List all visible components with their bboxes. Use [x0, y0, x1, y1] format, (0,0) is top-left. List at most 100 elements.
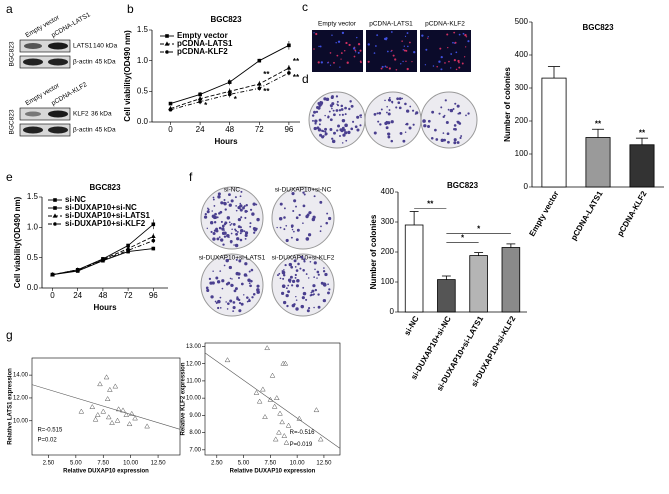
colony: [295, 238, 299, 242]
y-tick-label: 200: [381, 247, 395, 256]
colony: [396, 97, 400, 101]
cell-dot: [354, 49, 357, 52]
legend-label: si-NC: [65, 195, 86, 204]
colony: [311, 289, 315, 293]
colony: [288, 262, 293, 267]
colony: [317, 273, 320, 276]
colony: [386, 105, 388, 108]
colony: [453, 124, 457, 127]
colony: [408, 126, 412, 130]
colony: [356, 128, 360, 132]
colony: [239, 238, 243, 242]
colony: [459, 136, 462, 140]
data-point: [104, 395, 111, 401]
colony: [222, 227, 225, 229]
colony: [278, 216, 283, 221]
cell-dot: [411, 61, 413, 63]
colony: [294, 266, 297, 268]
data-point: [151, 238, 156, 243]
colony: [306, 213, 310, 217]
colony: [293, 230, 295, 233]
colony: [313, 306, 315, 309]
colony: [327, 291, 330, 295]
x-tick-label: 2.50: [43, 461, 55, 467]
colony: [283, 216, 286, 219]
colony: [217, 195, 221, 199]
annotation: **: [595, 119, 602, 128]
bar: [469, 255, 488, 313]
x-tick-label: 96: [149, 291, 158, 300]
cell-dot: [343, 50, 346, 52]
colony: [256, 291, 260, 294]
colony: [435, 138, 439, 141]
colony: [235, 209, 238, 212]
legend-label: si-DUXAP10+si-NC: [65, 203, 137, 212]
colony: [444, 99, 447, 102]
blot-band: [23, 58, 43, 66]
colony: [453, 128, 456, 131]
colony: [341, 113, 344, 116]
colony: [219, 210, 223, 214]
cell-dot: [348, 43, 351, 47]
data-point: [272, 436, 279, 442]
colony: [283, 228, 286, 231]
data-point: [285, 422, 292, 428]
colony: [423, 124, 427, 128]
colony: [329, 104, 332, 106]
colony: [317, 305, 321, 309]
cell-dot: [381, 65, 384, 68]
colony: [212, 270, 214, 272]
colony: [228, 203, 232, 207]
colony: [221, 231, 226, 235]
colony: [314, 288, 318, 292]
colony: [203, 215, 208, 219]
colony: [308, 277, 310, 279]
cell-dot: [465, 36, 468, 38]
colony: [215, 276, 219, 280]
colony: [333, 131, 336, 135]
colony: [204, 212, 207, 216]
annotation: P=0.019: [290, 442, 313, 448]
plate: [364, 91, 422, 149]
colony: [302, 222, 304, 224]
colony: [314, 268, 316, 271]
colony: [239, 202, 242, 205]
y-axis-label: Number of colonies: [369, 214, 378, 289]
colony: [330, 95, 334, 100]
colony: [415, 111, 419, 115]
colony: [390, 139, 394, 143]
colony: [398, 97, 402, 101]
legend-marker: [164, 41, 170, 46]
fluorescence-image: [420, 30, 471, 72]
trend-line: [31, 384, 181, 430]
legend-label: si-DUXAP10+si-KLF2: [65, 219, 146, 228]
colony: [305, 273, 308, 275]
colony: [239, 207, 241, 210]
colony: [215, 229, 219, 233]
colony: [223, 235, 227, 238]
colony: [256, 284, 260, 288]
colony: [350, 127, 354, 131]
x-axis-label: Hours: [93, 303, 117, 312]
blot-band: [48, 42, 68, 50]
cell-dot: [359, 49, 362, 52]
cell-dot: [333, 61, 335, 64]
colony: [239, 204, 243, 208]
colony: [324, 130, 327, 133]
colony: [216, 237, 220, 241]
colony: [438, 112, 441, 115]
colony: [285, 238, 289, 243]
colony: [398, 106, 402, 110]
colony: [313, 261, 317, 265]
data-point: [126, 248, 130, 253]
data-point: [256, 398, 263, 404]
annotation: **: [639, 129, 646, 138]
colony: [386, 111, 388, 114]
colony: [409, 105, 412, 108]
y-tick-label: 12.00: [186, 361, 202, 367]
colony: [307, 233, 312, 237]
y-tick-label: 8.00: [189, 430, 201, 436]
colony: [332, 109, 335, 112]
colony: [232, 310, 235, 313]
y-tick-label: 0.5: [27, 253, 39, 262]
